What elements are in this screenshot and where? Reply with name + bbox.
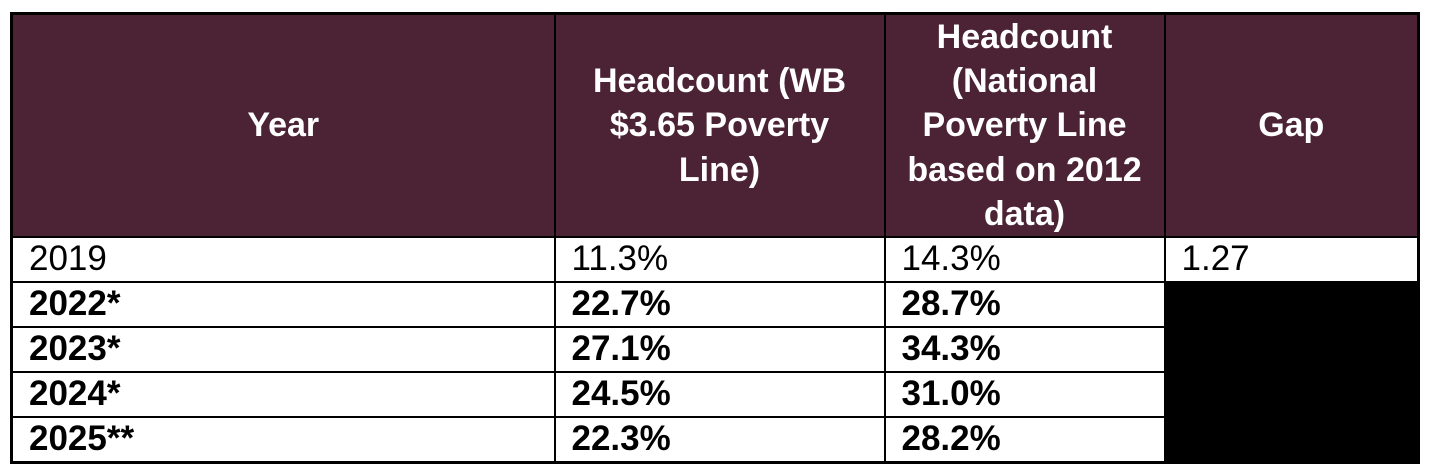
cell-national-headcount-2025: 28.2%: [883, 415, 1166, 464]
cell-year-2019: 2019: [10, 235, 556, 283]
cell-year-2023: 2023*: [10, 325, 556, 373]
cell-year-2025: 2025**: [10, 415, 556, 464]
cell-wb-headcount-2023: 27.1%: [553, 325, 886, 373]
cell-national-headcount-2024: 31.0%: [883, 370, 1166, 418]
redacted-gap-block: [1163, 280, 1420, 464]
table-row-2023: 2023* 27.1% 34.3%: [10, 325, 1419, 373]
table-row-2022: 2022* 22.7% 28.7%: [10, 280, 1420, 464]
cell-national-headcount-2023: 34.3%: [883, 325, 1166, 373]
column-header-gap: Gap: [1163, 12, 1420, 238]
poverty-headcount-table: Year Headcount (WB $3.65 Poverty Line) H…: [10, 12, 1420, 464]
column-header-national-headcount: Headcount (National Poverty Line based o…: [883, 12, 1166, 238]
column-header-year: Year: [10, 12, 556, 238]
cell-gap-2019: 1.27: [1163, 235, 1420, 283]
cell-wb-headcount-2022: 22.7%: [553, 280, 886, 328]
header-row: Year Headcount (WB $3.65 Poverty Line) H…: [10, 12, 1420, 238]
table-row-2024: 2024* 24.5% 31.0%: [10, 370, 1419, 418]
table-row-2019: 2019 11.3% 14.3% 1.27: [10, 235, 1420, 283]
column-header-wb-headcount: Headcount (WB $3.65 Poverty Line): [553, 12, 886, 238]
cell-national-headcount-2022: 28.7%: [883, 280, 1166, 328]
cell-year-2024: 2024*: [10, 370, 556, 418]
cell-wb-headcount-2024: 24.5%: [553, 370, 886, 418]
table-row-2025: 2025** 22.3% 28.2%: [10, 415, 1419, 464]
cell-wb-headcount-2025: 22.3%: [553, 415, 886, 464]
cell-national-headcount-2019: 14.3%: [883, 235, 1166, 283]
cell-wb-headcount-2019: 11.3%: [553, 235, 886, 283]
cell-year-2022: 2022*: [10, 280, 556, 328]
